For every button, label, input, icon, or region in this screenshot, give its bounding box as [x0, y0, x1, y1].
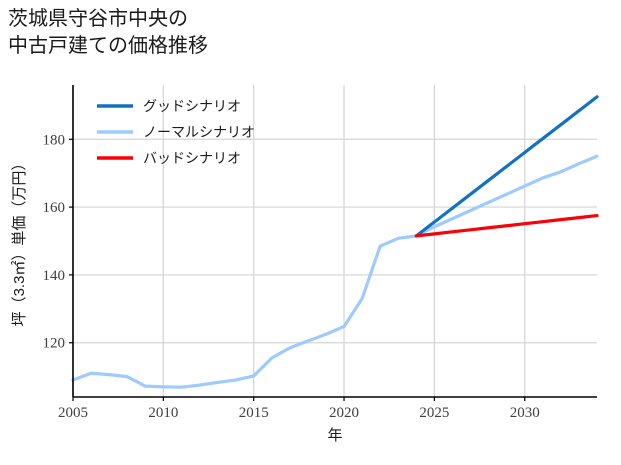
y-tick-label: 180	[43, 132, 66, 148]
y-tick-label: 120	[43, 336, 66, 352]
x-tick-label: 2025	[419, 405, 449, 421]
y-tick-label: 140	[43, 268, 66, 284]
series-line-バッドシナリオ	[414, 213, 599, 238]
y-tick-label: 160	[43, 200, 66, 216]
y-axis-title: 坪（3.3㎡）単価（万円）	[11, 156, 28, 327]
x-tick-label: 2015	[239, 405, 269, 421]
x-axis-title: 年	[327, 427, 342, 444]
x-tick-label: 2020	[329, 405, 359, 421]
series-group	[71, 95, 599, 389]
legend-label-ノーマルシナリオ: ノーマルシナリオ	[143, 124, 255, 140]
legend-label-バッドシナリオ: バッドシナリオ	[143, 150, 241, 166]
tick-labels-group: 2005 2010 2015 2020 2025 2030 120 140 160 180	[43, 132, 540, 421]
ticks-group	[69, 138, 526, 401]
x-tick-label: 2005	[58, 405, 88, 421]
gridlines-group	[72, 85, 597, 397]
series-line-ノーマルシナリオ	[71, 154, 599, 389]
x-tick-label: 2030	[510, 405, 540, 421]
x-tick-label: 2010	[148, 405, 178, 421]
legend-label-グッドシナリオ: グッドシナリオ	[143, 98, 241, 114]
axis-spines	[72, 85, 597, 398]
series-line-グッドシナリオ	[414, 95, 599, 238]
chart-title: 茨城県守谷市中央の 中古戸建ての価格推移	[8, 8, 208, 57]
